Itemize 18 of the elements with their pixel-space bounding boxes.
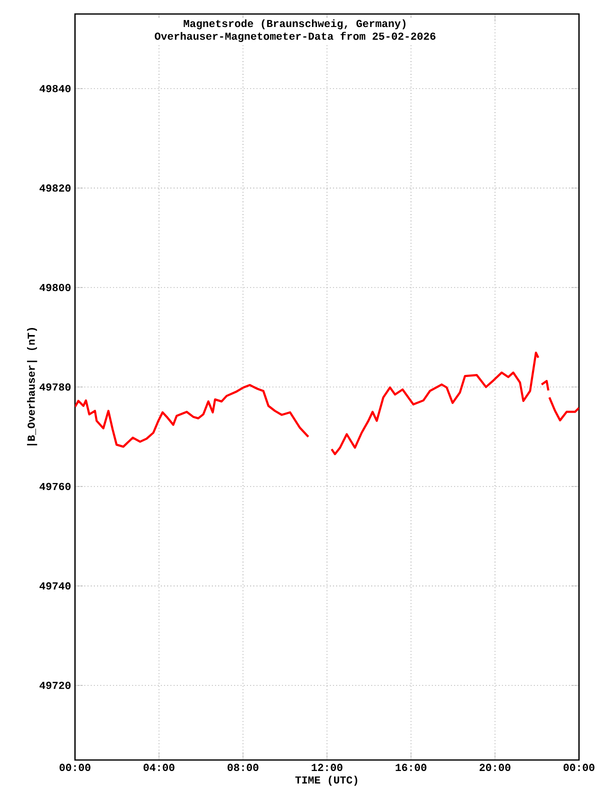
y-tick-label: 49820 <box>40 184 71 192</box>
y-tick-label: 49840 <box>40 84 71 92</box>
x-tick-label: 16:00 <box>396 764 426 772</box>
x-tick-label: 12:00 <box>312 764 342 772</box>
y-tick-label: 49720 <box>40 682 71 690</box>
y-tick-label: 49800 <box>40 284 71 292</box>
y-tick-label: 49760 <box>40 482 71 490</box>
y-axis-title: |B_Overhauser| (nT) <box>27 328 38 446</box>
x-tick-label: 00:00 <box>564 764 594 772</box>
x-tick-label: 04:00 <box>144 764 174 772</box>
y-tick-label: 49780 <box>40 383 71 391</box>
text: Overhauser-Magnetometer-Data from 25-02-2026 <box>154 32 436 42</box>
y-tick-label: 49740 <box>40 582 71 590</box>
chart-title: Magnetsrode (Braunschweig, Germany) <box>184 19 406 30</box>
x-tick-label: 08:00 <box>228 764 258 772</box>
x-tick-label: 20:00 <box>480 764 510 772</box>
x-axis-title: TIME (UTC) <box>295 776 358 786</box>
x-tick-label: 00:00 <box>60 764 90 772</box>
